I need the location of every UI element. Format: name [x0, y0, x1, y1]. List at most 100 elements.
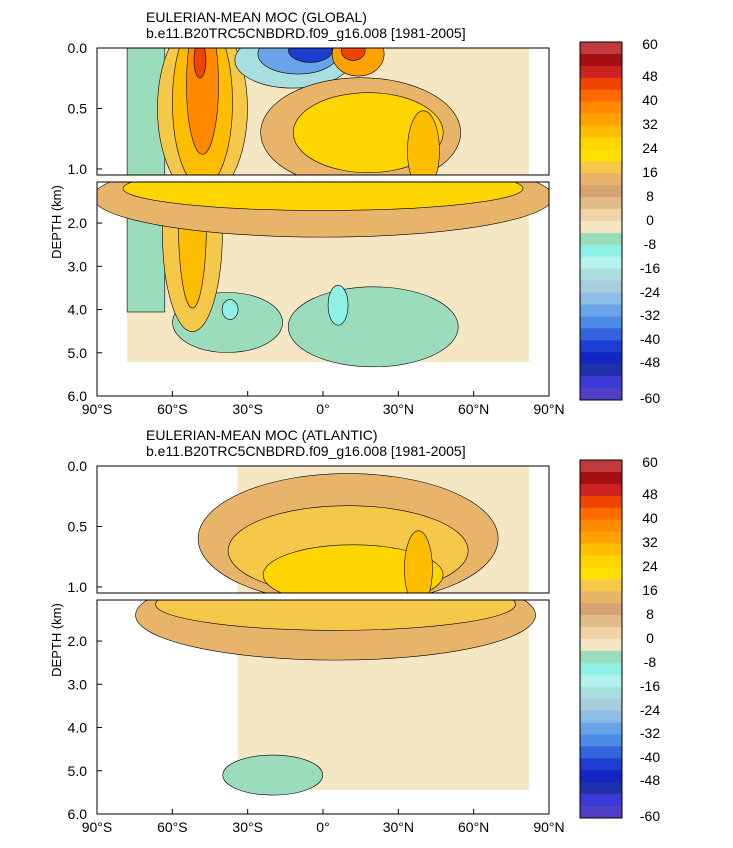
colorbar-swatch — [580, 650, 622, 664]
atl-upper-yellow — [262, 544, 444, 593]
colorbar-swatch — [580, 627, 622, 640]
y-tick-label: 3.0 — [68, 258, 88, 274]
colorbar-swatch — [580, 674, 622, 688]
colorbar-swatch — [580, 639, 622, 652]
colorbar-swatch — [580, 603, 622, 616]
colorbar-swatch — [580, 53, 622, 67]
colorbar-swatch — [580, 662, 622, 676]
colorbar-frame — [579, 41, 623, 401]
colorbar-swatch — [580, 471, 622, 485]
y-tick-label: 0.5 — [68, 518, 88, 534]
colorbar-swatch — [580, 209, 622, 222]
chart-title: EULERIAN-MEAN MOC (GLOBAL) — [146, 9, 367, 25]
lower-field — [97, 182, 549, 368]
colorbar-swatch — [580, 161, 622, 174]
colorbar-label: 24 — [642, 558, 658, 574]
chart-title: EULERIAN-MEAN MOC (ATLANTIC) — [146, 427, 378, 443]
colorbar-swatch — [580, 268, 622, 281]
atl-amoc-core — [404, 530, 433, 593]
colorbar-swatch — [580, 698, 622, 711]
colorbar-swatch — [580, 531, 622, 544]
colorbar-frame — [579, 459, 623, 819]
x-tick-label: 90°S — [82, 401, 113, 417]
colorbar-label: -24 — [640, 284, 660, 300]
x-tick-label: 30°N — [383, 819, 414, 835]
colorbar-label: 16 — [642, 164, 658, 180]
colorbar-label: 0 — [646, 212, 654, 228]
northern-subtropical-core — [340, 48, 366, 61]
subtropical-negative-core — [288, 48, 333, 63]
upper-field — [126, 48, 529, 175]
colorbar-label: 32 — [642, 534, 658, 550]
colorbar-swatch — [580, 340, 622, 353]
y-tick-label: 0.0 — [68, 40, 88, 56]
colorbar-swatch — [580, 591, 622, 604]
colorbar-label: 40 — [642, 510, 658, 526]
axis-break — [96, 593, 550, 600]
deep-negative-south-core — [221, 299, 239, 320]
colorbar-label: 24 — [642, 140, 658, 156]
colorbar-swatch — [580, 173, 622, 186]
colorbar-label: 32 — [642, 116, 658, 132]
y-tick-label: 0.5 — [68, 100, 88, 116]
colorbar-swatch — [580, 782, 622, 795]
colorbar-swatch — [580, 149, 622, 162]
y-tick-label: 4.0 — [68, 302, 88, 318]
axis-break — [96, 175, 550, 182]
lower-field — [135, 600, 536, 796]
y-tick-label: 1.0 — [68, 579, 88, 595]
atlantic-moc-panel: EULERIAN-MEAN MOC (ATLANTIC)b.e11.B20TRC… — [49, 427, 660, 835]
colorbar-label: 40 — [642, 92, 658, 108]
global-moc-panel: EULERIAN-MEAN MOC (GLOBAL)b.e11.B20TRC5C… — [49, 9, 660, 417]
colorbar-label: -32 — [640, 725, 660, 741]
colorbar-swatch — [580, 507, 622, 520]
colorbar-swatch — [580, 113, 622, 126]
colorbar-swatch — [580, 376, 622, 389]
chart-subtitle: b.e11.B20TRC5CNBDRD.f09_g16.008 [1981-20… — [146, 443, 466, 459]
upper-frame — [96, 465, 550, 594]
colorbar-swatch — [580, 519, 622, 532]
y-axis-label: DEPTH (km) — [49, 603, 64, 677]
colorbar-label: -40 — [640, 331, 660, 347]
colorbar-swatch — [580, 567, 622, 580]
colorbar-label: -32 — [640, 307, 660, 323]
colorbar-label: -24 — [640, 702, 660, 718]
x-tick-label: 60°S — [157, 401, 188, 417]
colorbar-swatch — [580, 197, 622, 210]
colorbar-label: -48 — [640, 354, 660, 370]
colorbar-label: -8 — [644, 654, 657, 670]
colorbar-swatch — [580, 65, 622, 79]
upper-field — [197, 466, 529, 593]
colorbar-label: -48 — [640, 772, 660, 788]
y-tick-label: 0.0 — [68, 458, 88, 474]
colorbar-swatch — [580, 615, 622, 628]
atl-lower-yellow — [155, 600, 516, 631]
colorbar-swatch — [580, 543, 622, 556]
x-tick-label: 60°S — [157, 819, 188, 835]
colorbar-label: 60 — [642, 36, 658, 52]
y-tick-label: 4.0 — [68, 720, 88, 736]
colorbar-swatch — [580, 746, 622, 759]
colorbar-swatch — [580, 555, 622, 568]
y-tick-label: 6.0 — [68, 388, 88, 404]
colorbar-swatch — [580, 89, 622, 102]
x-tick-label: 90°N — [533, 401, 564, 417]
y-axis-label: DEPTH (km) — [49, 185, 64, 259]
atl-aabw-negative — [222, 754, 324, 796]
colorbar-swatch — [580, 579, 622, 592]
colorbar-swatch — [580, 232, 622, 246]
colorbar-swatch — [580, 77, 622, 91]
colorbar-swatch — [580, 42, 622, 55]
x-tick-label: 30°S — [232, 819, 263, 835]
colorbar-swatch — [580, 770, 622, 783]
colorbar-swatch — [580, 794, 622, 807]
colorbar-label: 8 — [646, 188, 654, 204]
colorbar-swatch — [580, 710, 622, 723]
colorbar-swatch — [580, 328, 622, 341]
colorbar-swatch — [580, 101, 622, 114]
colorbar-swatch — [580, 244, 622, 258]
colorbar-swatch — [580, 185, 622, 198]
colorbar-swatch — [580, 125, 622, 138]
x-tick-label: 0° — [316, 819, 329, 835]
